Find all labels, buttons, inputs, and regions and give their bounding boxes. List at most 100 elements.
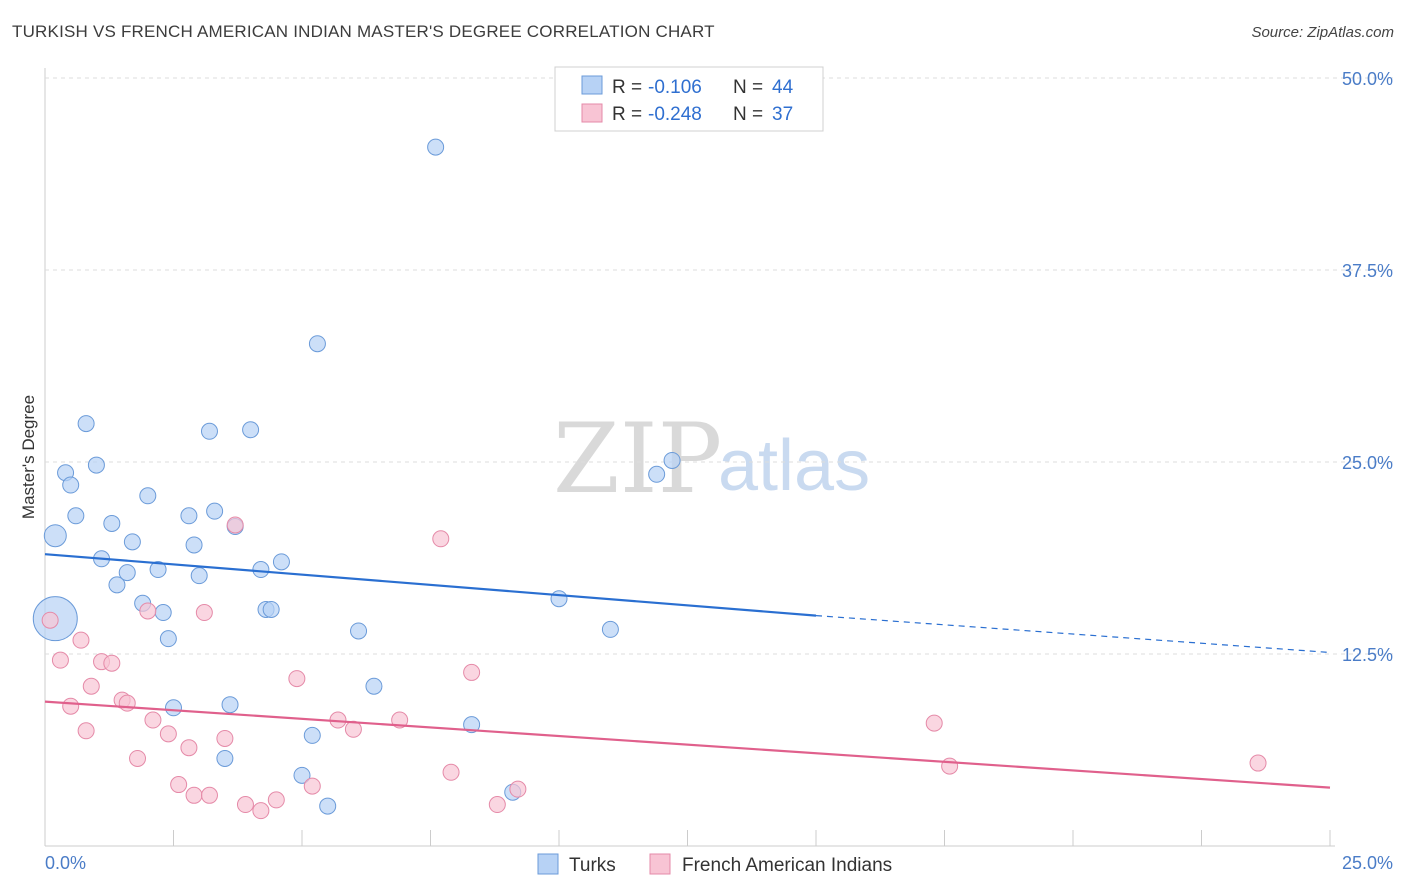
watermark-zip: ZIP: [553, 403, 722, 515]
bottom-legend: Turks French American Indians: [537, 853, 892, 876]
chart-title: TURKISH VS FRENCH AMERICAN INDIAN MASTER…: [12, 22, 715, 41]
watermark-atlas: atlas: [718, 426, 870, 506]
turks-point: [62, 476, 80, 494]
french-american-indians-point: [252, 802, 270, 820]
french-american-indians-point: [144, 711, 162, 729]
bottom-legend-label-turks: Turks: [569, 855, 616, 876]
bottom-legend-swatch-french: [649, 853, 671, 875]
turks-point: [242, 421, 260, 439]
turks-point: [67, 507, 85, 525]
turks-point: [108, 576, 126, 594]
turks-trend-line-projection: [815, 615, 1331, 654]
turks-point: [319, 797, 337, 815]
turks-point: [190, 567, 208, 585]
turks-point: [262, 600, 280, 618]
turks-point: [350, 622, 368, 640]
french-american-indians-point: [185, 786, 203, 804]
turks-point: [427, 138, 445, 156]
turks-point: [221, 696, 239, 714]
legend-n-label-1: N =: [733, 77, 763, 98]
turks-point: [252, 561, 270, 579]
legend-n-value-2: 37: [772, 104, 793, 125]
french-american-indians-point: [200, 786, 218, 804]
french-american-indians-point: [170, 776, 188, 794]
turks-point: [77, 415, 95, 433]
turks-point: [601, 620, 619, 638]
french-american-indians-point: [62, 697, 80, 715]
y-tick-label: 37.5%: [1342, 261, 1393, 281]
turks-point: [365, 677, 383, 695]
turks-point: [139, 487, 157, 505]
legend-r-label-1: R =: [612, 77, 642, 98]
points-layer: [32, 138, 1267, 820]
y-tick-label: 25.0%: [1342, 453, 1393, 473]
trend-layer: [44, 553, 1331, 789]
turks-trend-line: [44, 553, 817, 617]
french-american-indians-point: [216, 729, 234, 747]
french-american-indians-point: [77, 722, 95, 740]
french-american-indians-point: [1249, 754, 1267, 772]
legend-r-label-2: R =: [612, 104, 642, 125]
french-american-indians-point: [159, 725, 177, 743]
turks-point: [180, 507, 198, 525]
french-american-indians-point: [195, 604, 213, 622]
french-american-indians-point: [118, 694, 136, 712]
y-tick-label: 12.5%: [1342, 645, 1393, 665]
legend-swatch-turks: [581, 75, 603, 95]
x-tick-label-min: 0.0%: [45, 853, 86, 873]
french-american-indians-point: [226, 516, 244, 534]
french-american-indians-point: [288, 670, 306, 688]
turks-point: [308, 335, 326, 353]
french-american-indians-point: [432, 530, 450, 548]
french-american-indians-point: [72, 631, 90, 649]
turks-point: [118, 564, 136, 582]
french-american-indians-point: [41, 611, 59, 629]
french-american-indians-point: [82, 677, 100, 695]
y-tick-label: 50.0%: [1342, 69, 1393, 89]
french-american-indians-trend-line: [44, 700, 1331, 789]
french-american-indians-point: [129, 749, 147, 767]
french-american-indians-point: [463, 663, 481, 681]
turks-point: [149, 561, 167, 579]
bottom-legend-swatch-turks: [537, 853, 559, 875]
french-american-indians-point: [509, 780, 527, 798]
turks-point: [185, 536, 203, 554]
french-american-indians-point: [267, 791, 285, 809]
turks-point: [159, 630, 177, 648]
legend-r-value-1: -0.106: [648, 77, 702, 98]
turks-point: [200, 422, 218, 440]
french-american-indians-point: [442, 763, 460, 781]
turks-point: [43, 524, 67, 548]
turks-point: [165, 699, 182, 717]
turks-point: [206, 502, 224, 520]
source-label: Source: ZipAtlas.com: [1251, 24, 1394, 41]
x-tick-layer: [44, 830, 1331, 846]
turks-point: [303, 726, 321, 744]
turks-point: [272, 553, 290, 571]
legend-n-value-1: 44: [772, 77, 794, 98]
grid-layer: [45, 77, 1393, 655]
y-axis-title: Master's Degree: [19, 395, 38, 519]
bottom-legend-label-french: French American Indians: [682, 855, 892, 876]
turks-point: [663, 451, 681, 469]
french-american-indians-point: [51, 651, 69, 669]
french-american-indians-point: [103, 654, 121, 672]
french-american-indians-point: [941, 757, 959, 775]
turks-point: [216, 749, 234, 767]
french-american-indians-point: [488, 796, 506, 814]
turks-point: [293, 766, 311, 784]
french-american-indians-point: [180, 739, 198, 757]
x-tick-label-max: 25.0%: [1342, 853, 1393, 873]
turks-point: [648, 465, 666, 483]
turks-point: [103, 514, 121, 532]
legend-swatch-french: [581, 103, 603, 123]
legend-r-value-2: -0.248: [648, 104, 702, 125]
turks-point: [123, 533, 141, 551]
legend-n-label-2: N =: [733, 104, 763, 125]
french-american-indians-point: [139, 602, 157, 620]
french-american-indians-point: [303, 777, 321, 795]
french-american-indians-point: [236, 796, 254, 814]
turks-point: [463, 716, 481, 734]
turks-point: [550, 590, 568, 608]
